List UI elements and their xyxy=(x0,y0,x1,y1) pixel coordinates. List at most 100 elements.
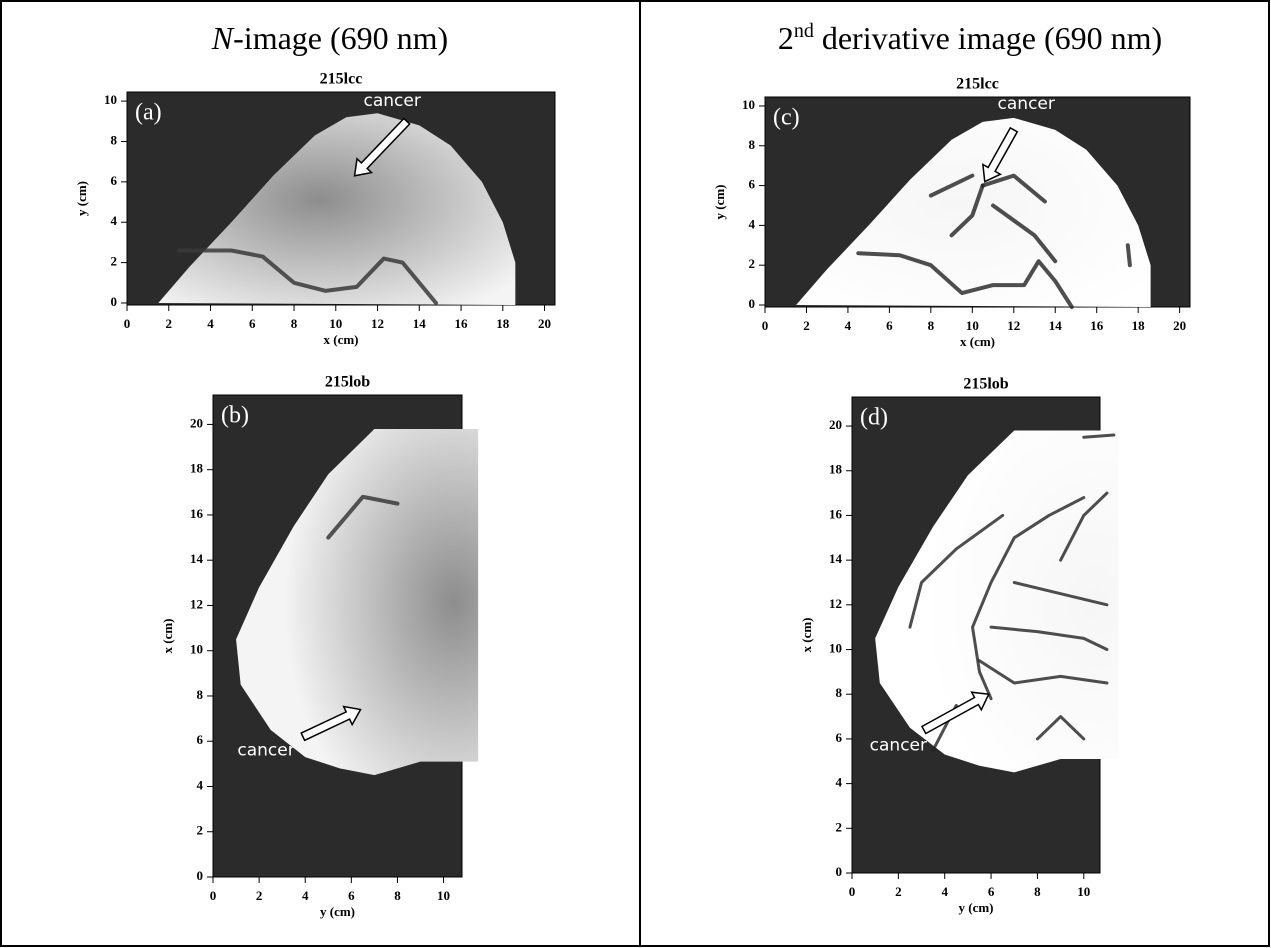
x-tick-label: 0 xyxy=(849,884,856,899)
panel-title: 215lob xyxy=(325,374,370,391)
x-axis-label: y (cm) xyxy=(320,904,355,919)
y-tick-label: 8 xyxy=(197,687,204,702)
x-tick-label: 2 xyxy=(803,318,810,333)
x-tick-label: 8 xyxy=(291,316,298,331)
heading-italic: N xyxy=(211,20,235,56)
x-tick-label: 4 xyxy=(845,318,852,333)
annotation: cancer xyxy=(237,740,294,760)
y-tick-label: 4 xyxy=(197,777,204,792)
figure-canvas: N-image (690 nm) 2nd derivative image (6… xyxy=(0,0,1271,948)
panel: 0 2 4 6 8 10 0 2 4 6 8 10 12 14 16 18 20 y (cm) x (cm) 215l… xyxy=(799,376,1119,915)
panel: 0 2 4 6 8 10 0 2 4 6 8 10 12 14 16 18 20 y (cm) x (cm) 215l… xyxy=(160,374,478,919)
y-tick-label: 18 xyxy=(190,461,204,476)
x-tick-label: 6 xyxy=(348,888,355,903)
x-tick-label: 8 xyxy=(394,888,401,903)
x-tick-label: 10 xyxy=(329,316,342,331)
x-tick-label: 8 xyxy=(928,318,935,333)
heading-sup: nd xyxy=(794,20,814,42)
heading-text: -image (690 nm) xyxy=(233,20,448,56)
y-tick-label: 16 xyxy=(190,506,204,521)
annotation: cancer xyxy=(998,94,1055,114)
panel-label: (c) xyxy=(773,105,800,131)
y-tick-label: 12 xyxy=(829,596,842,611)
x-tick-label: 0 xyxy=(210,888,217,903)
x-tick-label: 4 xyxy=(207,316,214,331)
panel-title: 215lcc xyxy=(320,71,363,88)
x-tick-label: 0 xyxy=(762,318,769,333)
heading-left: N-image (690 nm) xyxy=(211,20,448,56)
y-tick-label: 2 xyxy=(111,254,118,269)
panel-label: (a) xyxy=(135,100,162,126)
x-tick-label: 8 xyxy=(1034,884,1041,899)
annotation: cancer xyxy=(870,736,927,756)
x-tick-label: 16 xyxy=(455,316,469,331)
y-tick-label: 4 xyxy=(836,775,843,790)
y-tick-label: 0 xyxy=(111,294,118,309)
y-axis-label: x (cm) xyxy=(160,618,175,653)
x-tick-label: 18 xyxy=(1132,318,1146,333)
y-tick-label: 6 xyxy=(749,177,756,192)
x-tick-label: 14 xyxy=(1049,318,1063,333)
annotation: cancer xyxy=(363,91,420,111)
x-tick-label: 12 xyxy=(1007,318,1020,333)
x-axis-label: x (cm) xyxy=(323,332,358,347)
x-tick-label: 10 xyxy=(437,888,450,903)
y-tick-label: 4 xyxy=(749,216,756,231)
x-tick-label: 6 xyxy=(249,316,256,331)
x-tick-label: 2 xyxy=(166,316,173,331)
y-tick-label: 8 xyxy=(836,685,843,700)
panel-title: 215lob xyxy=(963,376,1008,393)
y-axis-label: y (cm) xyxy=(712,184,727,219)
x-tick-label: 12 xyxy=(371,316,384,331)
x-tick-label: 6 xyxy=(988,884,995,899)
heading-main: 2 xyxy=(778,20,794,56)
x-tick-label: 6 xyxy=(886,318,893,333)
heading-right: 2nd derivative image (690 nm) xyxy=(778,20,1162,57)
y-axis-label: y (cm) xyxy=(74,181,89,216)
y-tick-label: 8 xyxy=(111,132,118,147)
y-tick-label: 2 xyxy=(197,823,204,838)
y-tick-label: 10 xyxy=(104,92,117,107)
y-tick-label: 0 xyxy=(197,868,204,883)
x-tick-label: 20 xyxy=(538,316,551,331)
x-tick-label: 2 xyxy=(895,884,902,899)
y-axis-label: x (cm) xyxy=(799,617,814,652)
x-tick-label: 18 xyxy=(496,316,510,331)
x-tick-label: 16 xyxy=(1090,318,1104,333)
y-tick-label: 16 xyxy=(829,506,843,521)
y-tick-label: 20 xyxy=(190,415,203,430)
y-tick-label: 14 xyxy=(190,551,204,566)
vessel xyxy=(1128,245,1130,265)
x-tick-label: 4 xyxy=(302,888,309,903)
x-tick-label: 10 xyxy=(1077,884,1090,899)
y-tick-label: 10 xyxy=(190,642,203,657)
y-tick-label: 12 xyxy=(190,596,203,611)
x-tick-label: 20 xyxy=(1173,318,1186,333)
y-tick-label: 2 xyxy=(749,256,756,271)
y-tick-label: 6 xyxy=(111,173,118,188)
x-tick-label: 14 xyxy=(413,316,427,331)
y-tick-label: 6 xyxy=(197,732,204,747)
x-tick-label: 4 xyxy=(941,884,948,899)
y-tick-label: 2 xyxy=(836,819,843,834)
y-tick-label: 10 xyxy=(742,97,755,112)
x-axis-label: y (cm) xyxy=(958,900,993,915)
y-tick-label: 0 xyxy=(749,296,756,311)
y-tick-label: 10 xyxy=(829,641,842,656)
panel-label: (b) xyxy=(221,403,249,429)
y-tick-label: 18 xyxy=(829,462,843,477)
y-tick-label: 4 xyxy=(111,213,118,228)
y-tick-label: 20 xyxy=(829,417,842,432)
x-axis-label: x (cm) xyxy=(960,334,995,349)
figure: N-image (690 nm) 2nd derivative image (6… xyxy=(0,0,1271,948)
y-tick-label: 14 xyxy=(829,551,843,566)
y-tick-label: 0 xyxy=(836,864,843,879)
panel-title: 215lcc xyxy=(956,76,999,93)
y-tick-label: 8 xyxy=(749,137,756,152)
panel-label: (d) xyxy=(860,405,888,431)
heading-text: derivative image (690 nm) xyxy=(814,20,1162,56)
x-tick-label: 2 xyxy=(256,888,263,903)
y-tick-label: 6 xyxy=(836,730,843,745)
